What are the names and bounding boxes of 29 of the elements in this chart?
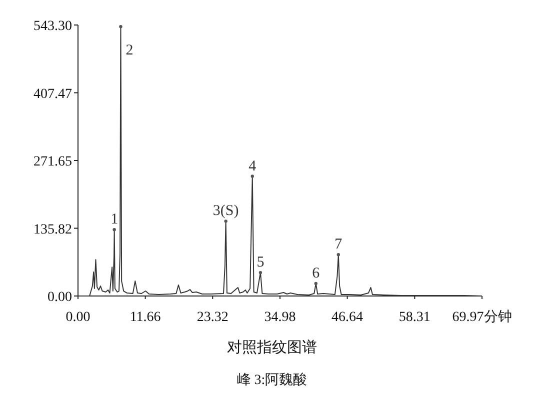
point [224, 220, 228, 223]
y-tick-label: 0.00 [48, 290, 72, 305]
x-tick-label: 23.32 [196, 310, 228, 325]
point [250, 174, 254, 178]
annotation: 1 [110, 212, 118, 228]
y-tick-label: 271.65 [34, 154, 72, 170]
point [314, 282, 318, 286]
x-tick-label: 0.00 [66, 310, 90, 325]
annotation: 7 [334, 236, 343, 253]
y-tick-label: 543.30 [34, 19, 72, 34]
point [336, 253, 340, 256]
x-tick-label: 69.97分钟 [452, 309, 512, 325]
point [258, 270, 262, 274]
y-tick-label: 407.47 [34, 86, 72, 102]
point [119, 25, 122, 28]
annotation: 4 [248, 158, 257, 174]
text: 对照指纹图谱 [227, 339, 317, 356]
annotation: 5 [256, 254, 264, 271]
line-series [78, 25, 482, 296]
annotation: 3(S) [212, 203, 239, 220]
annotation: 6 [312, 266, 320, 282]
x-tick-label: 46.64 [332, 310, 364, 325]
x-tick-label: 58.31 [398, 310, 430, 325]
x-tick-label: 34.98 [264, 310, 296, 325]
text: 峰 3:阿魏酸 [236, 372, 308, 388]
x-tick-label: 11.66 [130, 310, 161, 325]
annotation: 2 [126, 42, 134, 59]
y-tick-label: 135.82 [34, 222, 72, 238]
point [112, 228, 116, 232]
